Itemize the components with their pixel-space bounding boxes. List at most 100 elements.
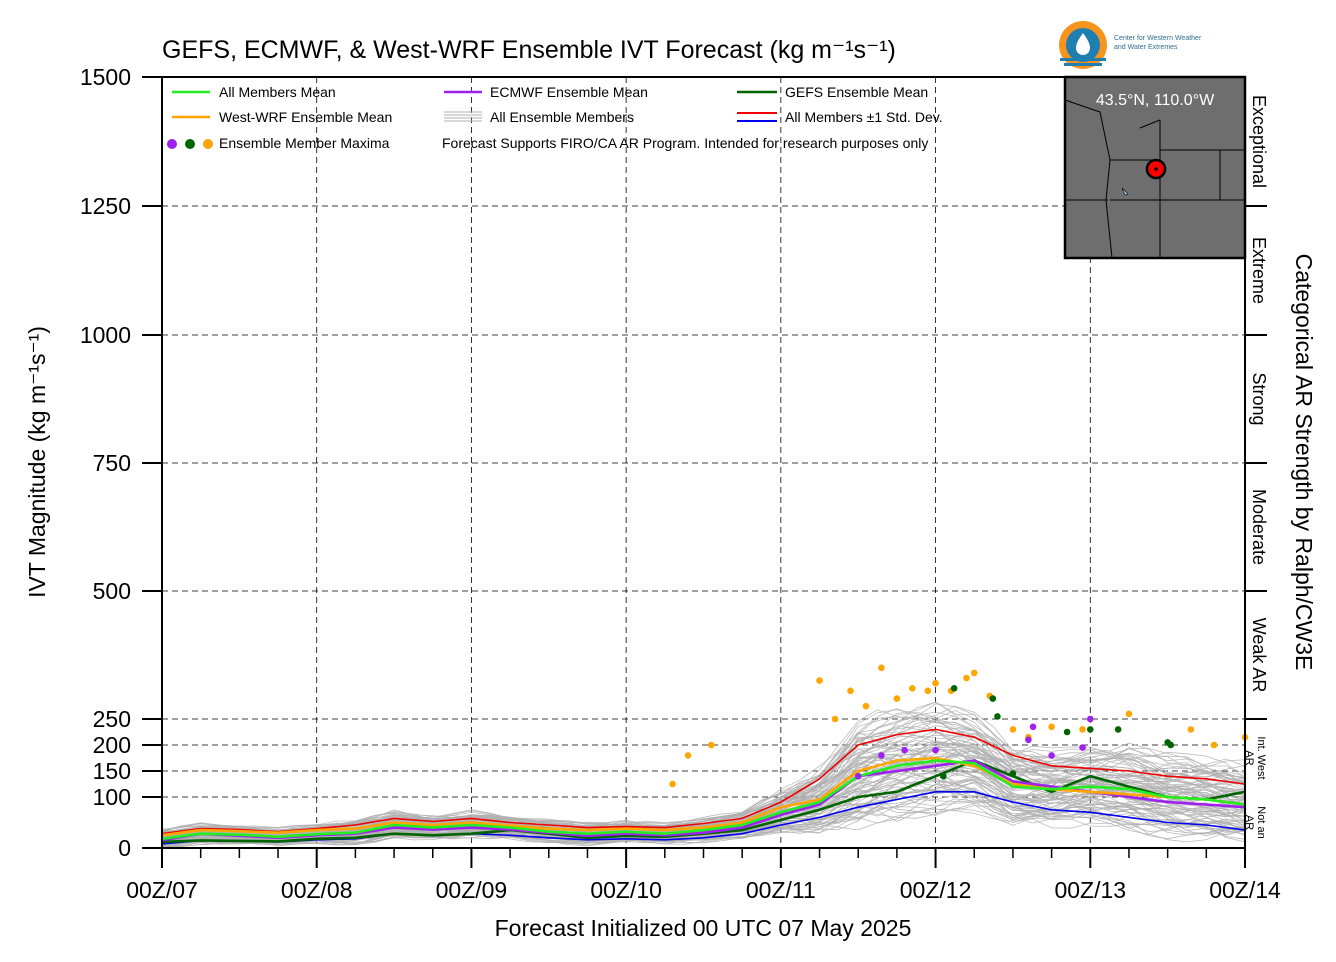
category-label: Strong xyxy=(1249,372,1269,425)
legend-dot-ecmwf xyxy=(167,139,177,149)
y-tick-label: 0 xyxy=(118,835,131,861)
mean-series xyxy=(161,728,1246,845)
ensemble-member-line xyxy=(161,775,1246,844)
maxima-dot-westwrf xyxy=(1079,726,1086,733)
ensemble-member-line xyxy=(161,798,1246,848)
y-tick-label: 1500 xyxy=(80,64,131,90)
y-tick-label: 1250 xyxy=(80,193,131,219)
series-line-std-upper xyxy=(161,728,1246,835)
maxima-dot-westwrf xyxy=(831,715,839,723)
maxima-dot-westwrf xyxy=(862,702,870,710)
maxima-dot-westwrf xyxy=(1210,741,1218,749)
y-tick-label: 150 xyxy=(93,758,131,784)
maxima-dot-westwrf xyxy=(909,684,916,692)
y-tick-label: 200 xyxy=(93,732,131,758)
maxima-dot-westwrf xyxy=(1048,723,1055,731)
legend-dot-gefs xyxy=(185,139,195,149)
maxima-dot-westwrf xyxy=(1009,726,1017,733)
ensemble-member-line xyxy=(161,701,1246,832)
ensemble-member-line xyxy=(161,798,1246,846)
maxima-dot-gefs xyxy=(994,713,1001,720)
legend: All Members Mean ECMWF Ensemble Mean GEF… xyxy=(167,84,943,151)
cw3e-logo: Center for Western Weather and Water Ext… xyxy=(1059,21,1202,69)
maxima-dot-westwrf xyxy=(847,687,854,695)
x-tick-label: 00Z/07 xyxy=(126,877,198,903)
state-borders xyxy=(1064,99,1245,259)
x-tick-label: 00Z/09 xyxy=(436,877,508,903)
series-line-all-members-mean xyxy=(161,759,1246,841)
maxima-dot-westwrf xyxy=(932,679,939,687)
ensemble-members xyxy=(161,701,1246,848)
category-label: Moderate xyxy=(1249,489,1269,565)
inset-map: 43.5°N, 110.0°W xyxy=(1063,75,1247,260)
legend-all-mean: All Members Mean xyxy=(219,84,336,100)
maxima-dot-westwrf xyxy=(684,752,692,759)
member-maxima xyxy=(669,664,1249,788)
y-tick-label: 500 xyxy=(93,578,131,604)
maxima-dot-westwrf xyxy=(963,674,970,682)
legend-dot-westwrf xyxy=(203,139,213,149)
maxima-dot-gefs xyxy=(950,684,958,692)
category-label-line: Not an xyxy=(1255,806,1267,838)
maxima-dot-westwrf xyxy=(669,780,676,788)
category-label-line: Int. West xyxy=(1255,736,1267,779)
x-tick-label: 00Z/13 xyxy=(1054,877,1126,903)
legend-maxima: Ensemble Member Maxima xyxy=(219,135,390,151)
maxima-dot-ecmwf xyxy=(1086,715,1094,723)
maxima-dot-ecmwf xyxy=(1048,752,1055,759)
category-label: Not anAR xyxy=(1243,806,1267,838)
x-tick-label: 00Z/08 xyxy=(281,877,353,903)
maxima-dot-ecmwf xyxy=(878,752,885,759)
legend-note: Forecast Supports FIRO/CA AR Program. In… xyxy=(442,135,928,151)
category-label-line: AR xyxy=(1243,815,1255,830)
x-tick-label: 00Z/14 xyxy=(1209,877,1281,903)
maxima-dot-westwrf xyxy=(893,695,901,702)
y-tick-label: 100 xyxy=(93,784,131,810)
maxima-dot-ecmwf xyxy=(932,746,939,754)
category-label: Weak AR xyxy=(1249,618,1269,693)
maxima-dot-westwrf xyxy=(1187,726,1195,733)
water-drop-icon xyxy=(1076,33,1090,55)
legend-westwrf: West-WRF Ensemble Mean xyxy=(219,109,392,125)
ensemble-member-line xyxy=(161,793,1246,848)
ensemble-member-line xyxy=(161,715,1246,833)
maxima-dot-gefs xyxy=(940,772,947,780)
maxima-dot-gefs xyxy=(1114,726,1122,733)
maxima-dot-westwrf xyxy=(816,677,823,684)
legend-std: All Members ±1 Std. Dev. xyxy=(785,109,943,125)
y-tick-label: 1000 xyxy=(80,322,131,348)
series-line-westwrf-mean xyxy=(161,756,1246,837)
maxima-dot-ecmwf xyxy=(1079,744,1086,751)
maxima-dot-westwrf xyxy=(924,687,932,695)
right-axis-label: Categorical AR Strength by Ralph/CW3E xyxy=(1291,254,1317,671)
maxima-dot-westwrf xyxy=(970,669,978,677)
y-tick-label: 750 xyxy=(93,450,131,476)
category-label: Extreme xyxy=(1249,237,1269,304)
maxima-dot-westwrf xyxy=(707,741,715,749)
maxima-dot-gefs xyxy=(989,695,997,702)
x-axis-label: Forecast Initialized 00 UTC 07 May 2025 xyxy=(495,915,912,941)
y-axis-label: IVT Magnitude (kg m⁻¹s⁻¹) xyxy=(24,326,50,598)
category-label: Exceptional xyxy=(1249,95,1269,188)
legend-swatch-members xyxy=(444,111,482,122)
maxima-dot-gefs xyxy=(1167,741,1175,749)
maxima-dot-ecmwf xyxy=(901,746,908,754)
y-tick-label: 250 xyxy=(93,706,131,732)
maxima-dot-ecmwf xyxy=(1025,736,1032,744)
inset-map-coordinate: 43.5°N, 110.0°W xyxy=(1096,92,1215,109)
legend-gefs: GEFS Ensemble Mean xyxy=(785,84,928,100)
lake-icon xyxy=(1121,187,1129,196)
maxima-dot-ecmwf xyxy=(1029,723,1037,731)
x-tick-label: 00Z/10 xyxy=(590,877,662,903)
maxima-dot-gefs xyxy=(1009,770,1017,777)
maxima-dot-westwrf xyxy=(1125,710,1133,718)
chart-title: GEFS, ECMWF, & West-WRF Ensemble IVT For… xyxy=(162,36,896,64)
legend-members: All Ensemble Members xyxy=(490,109,634,125)
logo-line2: and Water Extremes xyxy=(1114,44,1178,51)
maxima-dot-gefs xyxy=(1086,726,1094,733)
maxima-dot-gefs xyxy=(1063,728,1071,736)
category-label-line: AR xyxy=(1243,750,1255,765)
ensemble-member-line xyxy=(161,705,1246,832)
x-tick-label: 00Z/12 xyxy=(900,877,972,903)
maxima-dot-ecmwf xyxy=(854,772,862,780)
